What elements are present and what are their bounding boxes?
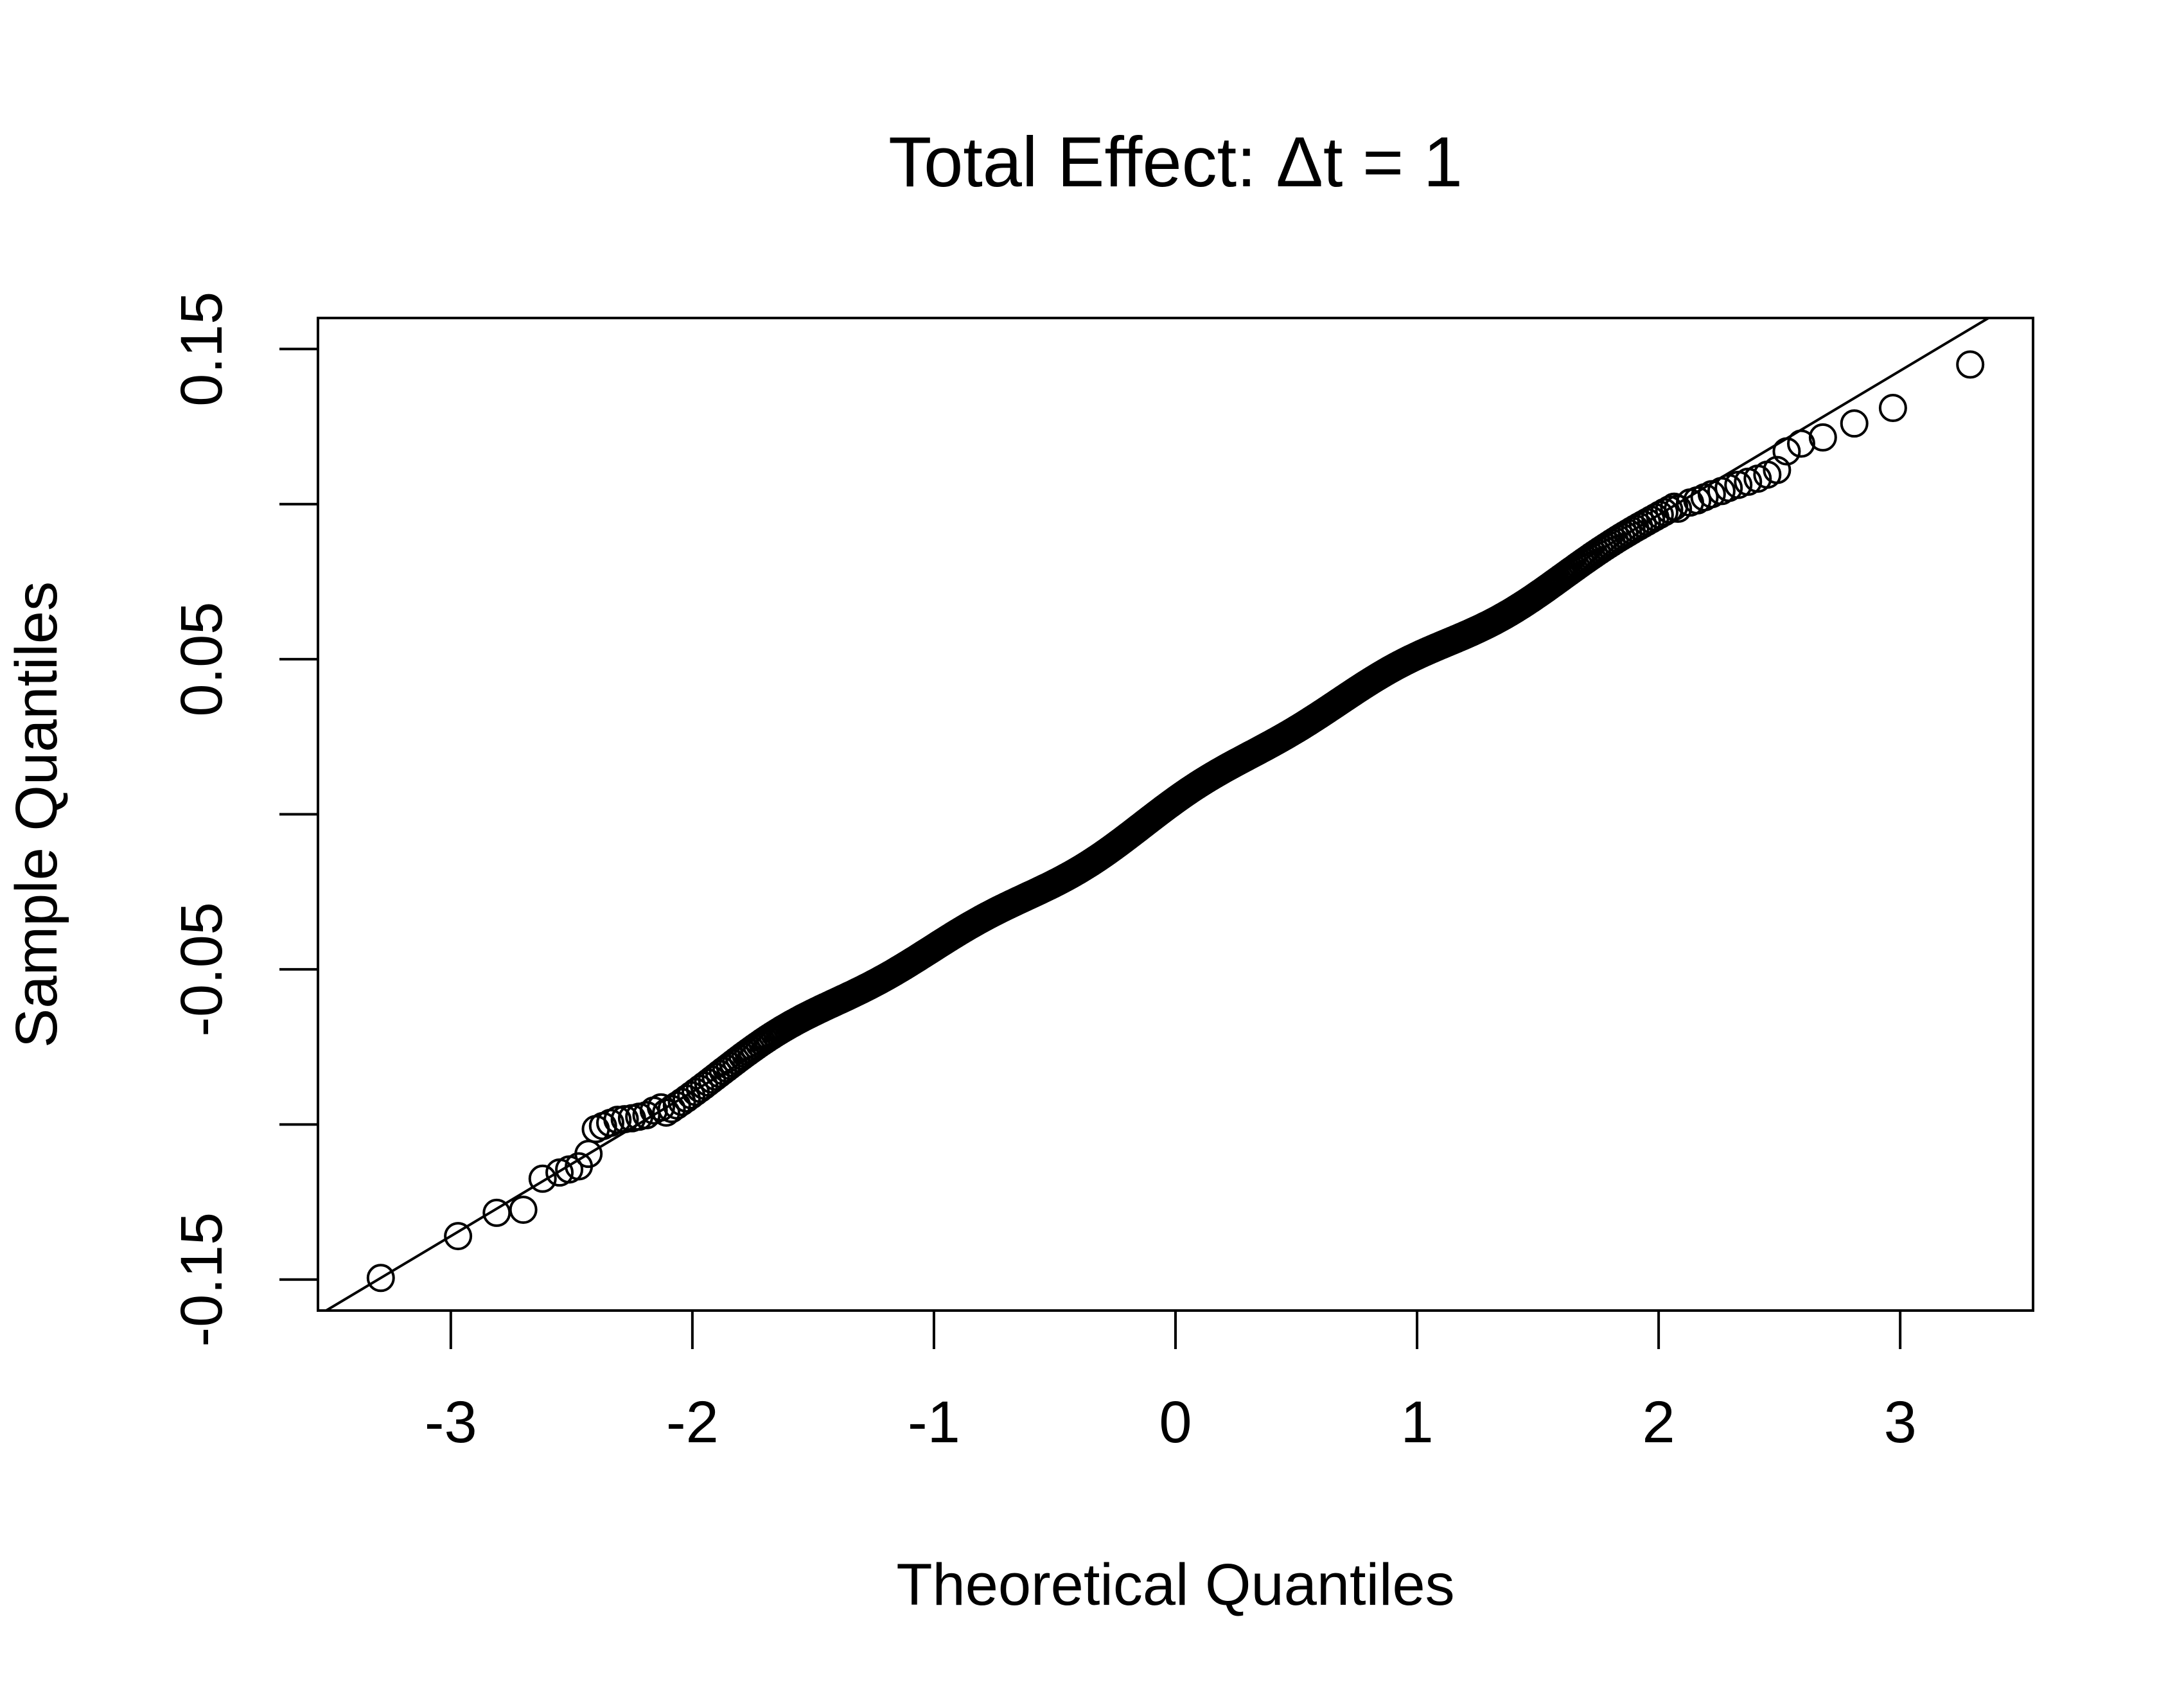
x-tick-label: -2	[666, 1390, 719, 1455]
plot-area	[317, 317, 2034, 1312]
x-tick-label: -3	[425, 1390, 477, 1455]
y-axis: -0.15 -0.05 0.05 0.15	[169, 292, 318, 1347]
sample-point	[444, 1222, 473, 1251]
y-axis-title: Sample Quantiles	[4, 581, 69, 1048]
y-tick-label: 0.05	[169, 602, 234, 717]
sample-point	[1763, 455, 1792, 484]
x-tick-label: 3	[1884, 1390, 1917, 1455]
x-tick-label: 0	[1159, 1390, 1192, 1455]
sample-point	[1786, 429, 1815, 458]
sample-point	[632, 1100, 661, 1129]
sample-point	[528, 1164, 557, 1193]
sample-point	[647, 1093, 675, 1122]
y-tick-label: -0.15	[169, 1212, 234, 1347]
sample-point	[1840, 409, 1869, 438]
sample-point	[1772, 437, 1801, 466]
sample-point	[366, 1264, 395, 1293]
sample-point	[1808, 423, 1837, 452]
y-tick-label: 0.15	[169, 292, 234, 407]
x-tick-label: 2	[1642, 1390, 1675, 1455]
chart-title: Total Effect: Δt = 1	[888, 123, 1463, 202]
sample-point	[1956, 350, 1985, 379]
sample-point	[662, 1091, 691, 1120]
x-tick-label: -1	[908, 1390, 960, 1455]
x-axis-title: Theoretical Quantiles	[896, 1552, 1454, 1618]
sample-point	[509, 1196, 538, 1224]
x-axis: -3 -2 -1 0 1 2 3	[425, 1311, 1917, 1455]
points-layer	[366, 350, 1985, 1293]
x-tick-label: 1	[1400, 1390, 1433, 1455]
y-tick-label: -0.05	[169, 902, 234, 1037]
sample-point	[1655, 495, 1684, 524]
sample-point	[1878, 394, 1907, 423]
sample-point	[603, 1106, 632, 1135]
